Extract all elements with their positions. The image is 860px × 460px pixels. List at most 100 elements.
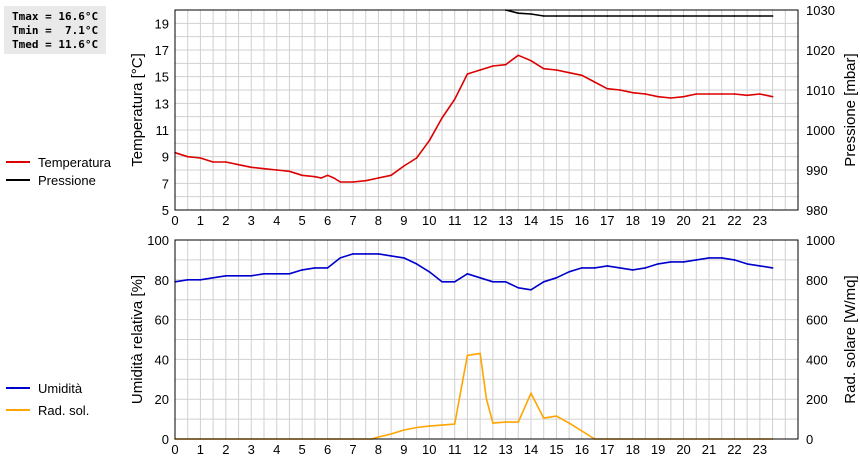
data-point-humidity <box>720 257 723 259</box>
data-point-humidity <box>314 267 316 269</box>
x-tick-label: 12 <box>473 213 487 228</box>
data-point-pressure <box>631 15 634 17</box>
x-tick-label: 23 <box>753 213 767 228</box>
data-point-solar <box>473 353 475 356</box>
x-tick-label: 0 <box>171 213 178 228</box>
data-point-temperature <box>390 174 392 177</box>
x-tick-label: 16 <box>575 442 589 457</box>
data-point-pressure <box>555 15 558 17</box>
x-tick-label: 6 <box>324 213 331 228</box>
x-tick-label: 0 <box>171 442 178 457</box>
data-point-humidity <box>746 263 748 265</box>
x-tick-label: 21 <box>702 213 716 228</box>
temperature-axis-label: Temperatura [°C] <box>129 53 146 167</box>
x-tick-label: 6 <box>324 442 331 457</box>
x-tick-label: 5 <box>299 442 306 457</box>
x-tick-label: 13 <box>498 213 512 228</box>
y2-tick-label: 980 <box>806 203 828 218</box>
data-point-solar <box>453 423 456 425</box>
y2-tick-label: 1010 <box>806 83 835 98</box>
data-point-humidity <box>352 253 354 255</box>
data-point-temperature <box>670 97 672 99</box>
stat-tmin: Tmin = 7.1°C <box>12 24 99 37</box>
y-tick-label: 17 <box>155 43 169 58</box>
data-point-solar <box>485 398 488 401</box>
x-tick-label: 10 <box>422 442 436 457</box>
data-point-temperature <box>504 63 507 66</box>
x-tick-label: 15 <box>549 213 563 228</box>
data-point-humidity <box>670 261 672 263</box>
x-tick-label: 1 <box>197 213 204 228</box>
y2-tick-label: 200 <box>806 392 828 407</box>
x-tick-label: 17 <box>600 442 614 457</box>
data-point-temperature <box>530 59 532 62</box>
data-point-humidity <box>517 287 520 289</box>
legend-label-pressure: Pressione <box>38 173 96 188</box>
stats-box: Tmax = 16.6°C Tmin = 7.1°C Tmed = 11.6°C <box>4 6 106 54</box>
data-point-temperature <box>593 81 596 83</box>
data-point-temperature <box>708 93 710 95</box>
y-tick-label: 15 <box>155 70 169 85</box>
x-tick-label: 2 <box>222 442 229 457</box>
data-point-pressure <box>657 15 659 17</box>
data-point-temperature <box>631 91 634 94</box>
x-tick-label: 23 <box>753 442 767 457</box>
data-point-humidity <box>568 271 570 273</box>
data-point-humidity <box>288 273 291 275</box>
y-tick-label: 9 <box>162 150 169 165</box>
y-tick-label: 60 <box>155 313 169 328</box>
y2-tick-label: 1000 <box>806 233 835 248</box>
data-point-solar <box>415 426 418 429</box>
data-point-pressure <box>759 15 761 17</box>
temperature-chart-grid <box>175 10 798 210</box>
pressure-axis-label: Pressione [mbar] <box>842 53 859 166</box>
data-point-temperature <box>682 95 685 98</box>
humidity-chart-frame <box>174 239 799 440</box>
data-point-humidity <box>225 275 227 277</box>
data-point-temperature <box>542 67 545 70</box>
x-tick-label: 1 <box>197 442 204 457</box>
y2-tick-label: 1020 <box>806 43 835 58</box>
y-tick-label: 0 <box>162 432 169 447</box>
x-tick-label: 14 <box>524 213 538 228</box>
data-point-temperature <box>453 98 456 101</box>
x-tick-label: 4 <box>273 442 280 457</box>
data-point-pressure <box>733 15 736 17</box>
data-point-temperature <box>568 71 570 74</box>
data-point-temperature <box>339 181 342 183</box>
data-point-temperature <box>288 170 291 173</box>
x-tick-label: 21 <box>702 442 716 457</box>
data-point-humidity <box>695 259 698 261</box>
data-point-solar <box>390 433 392 435</box>
humidity-axis-label: Umidità relativa [%] <box>129 275 146 404</box>
data-point-humidity <box>581 267 583 269</box>
y-tick-label: 40 <box>155 352 169 367</box>
x-tick-label: 13 <box>498 442 512 457</box>
legend-chart-1: Temperatura Pressione <box>6 155 112 188</box>
x-tick-label: 7 <box>349 442 356 457</box>
y-tick-label: 80 <box>155 273 169 288</box>
data-point-humidity <box>441 281 443 283</box>
x-tick-label: 8 <box>375 442 382 457</box>
y-tick-label: 5 <box>162 203 169 218</box>
x-tick-label: 20 <box>676 442 690 457</box>
data-point-temperature <box>199 157 202 159</box>
data-point-humidity <box>530 289 532 291</box>
temperature-chart-ticks: 0 1 2 3 4 5 6 7 8 9 10 11 12 13 14 15 16 17 18 19 20 21 22 2357… <box>155 3 835 228</box>
series-line-temperature <box>174 54 773 183</box>
series-line-humidity <box>174 253 773 291</box>
data-point-temperature <box>352 181 354 183</box>
data-point-humidity <box>339 257 342 259</box>
data-point-humidity <box>542 281 545 283</box>
legend-chart-2: Umidità Rad. sol. <box>6 381 89 418</box>
data-point-pressure <box>708 15 710 17</box>
data-point-humidity <box>631 269 634 271</box>
x-tick-label: 11 <box>448 442 462 457</box>
x-tick-label: 4 <box>273 213 280 228</box>
data-point-temperature <box>657 95 659 98</box>
data-point-temperature <box>212 161 214 163</box>
data-point-temperature <box>555 69 558 71</box>
x-tick-label: 18 <box>625 442 639 457</box>
x-tick-label: 3 <box>248 442 255 457</box>
